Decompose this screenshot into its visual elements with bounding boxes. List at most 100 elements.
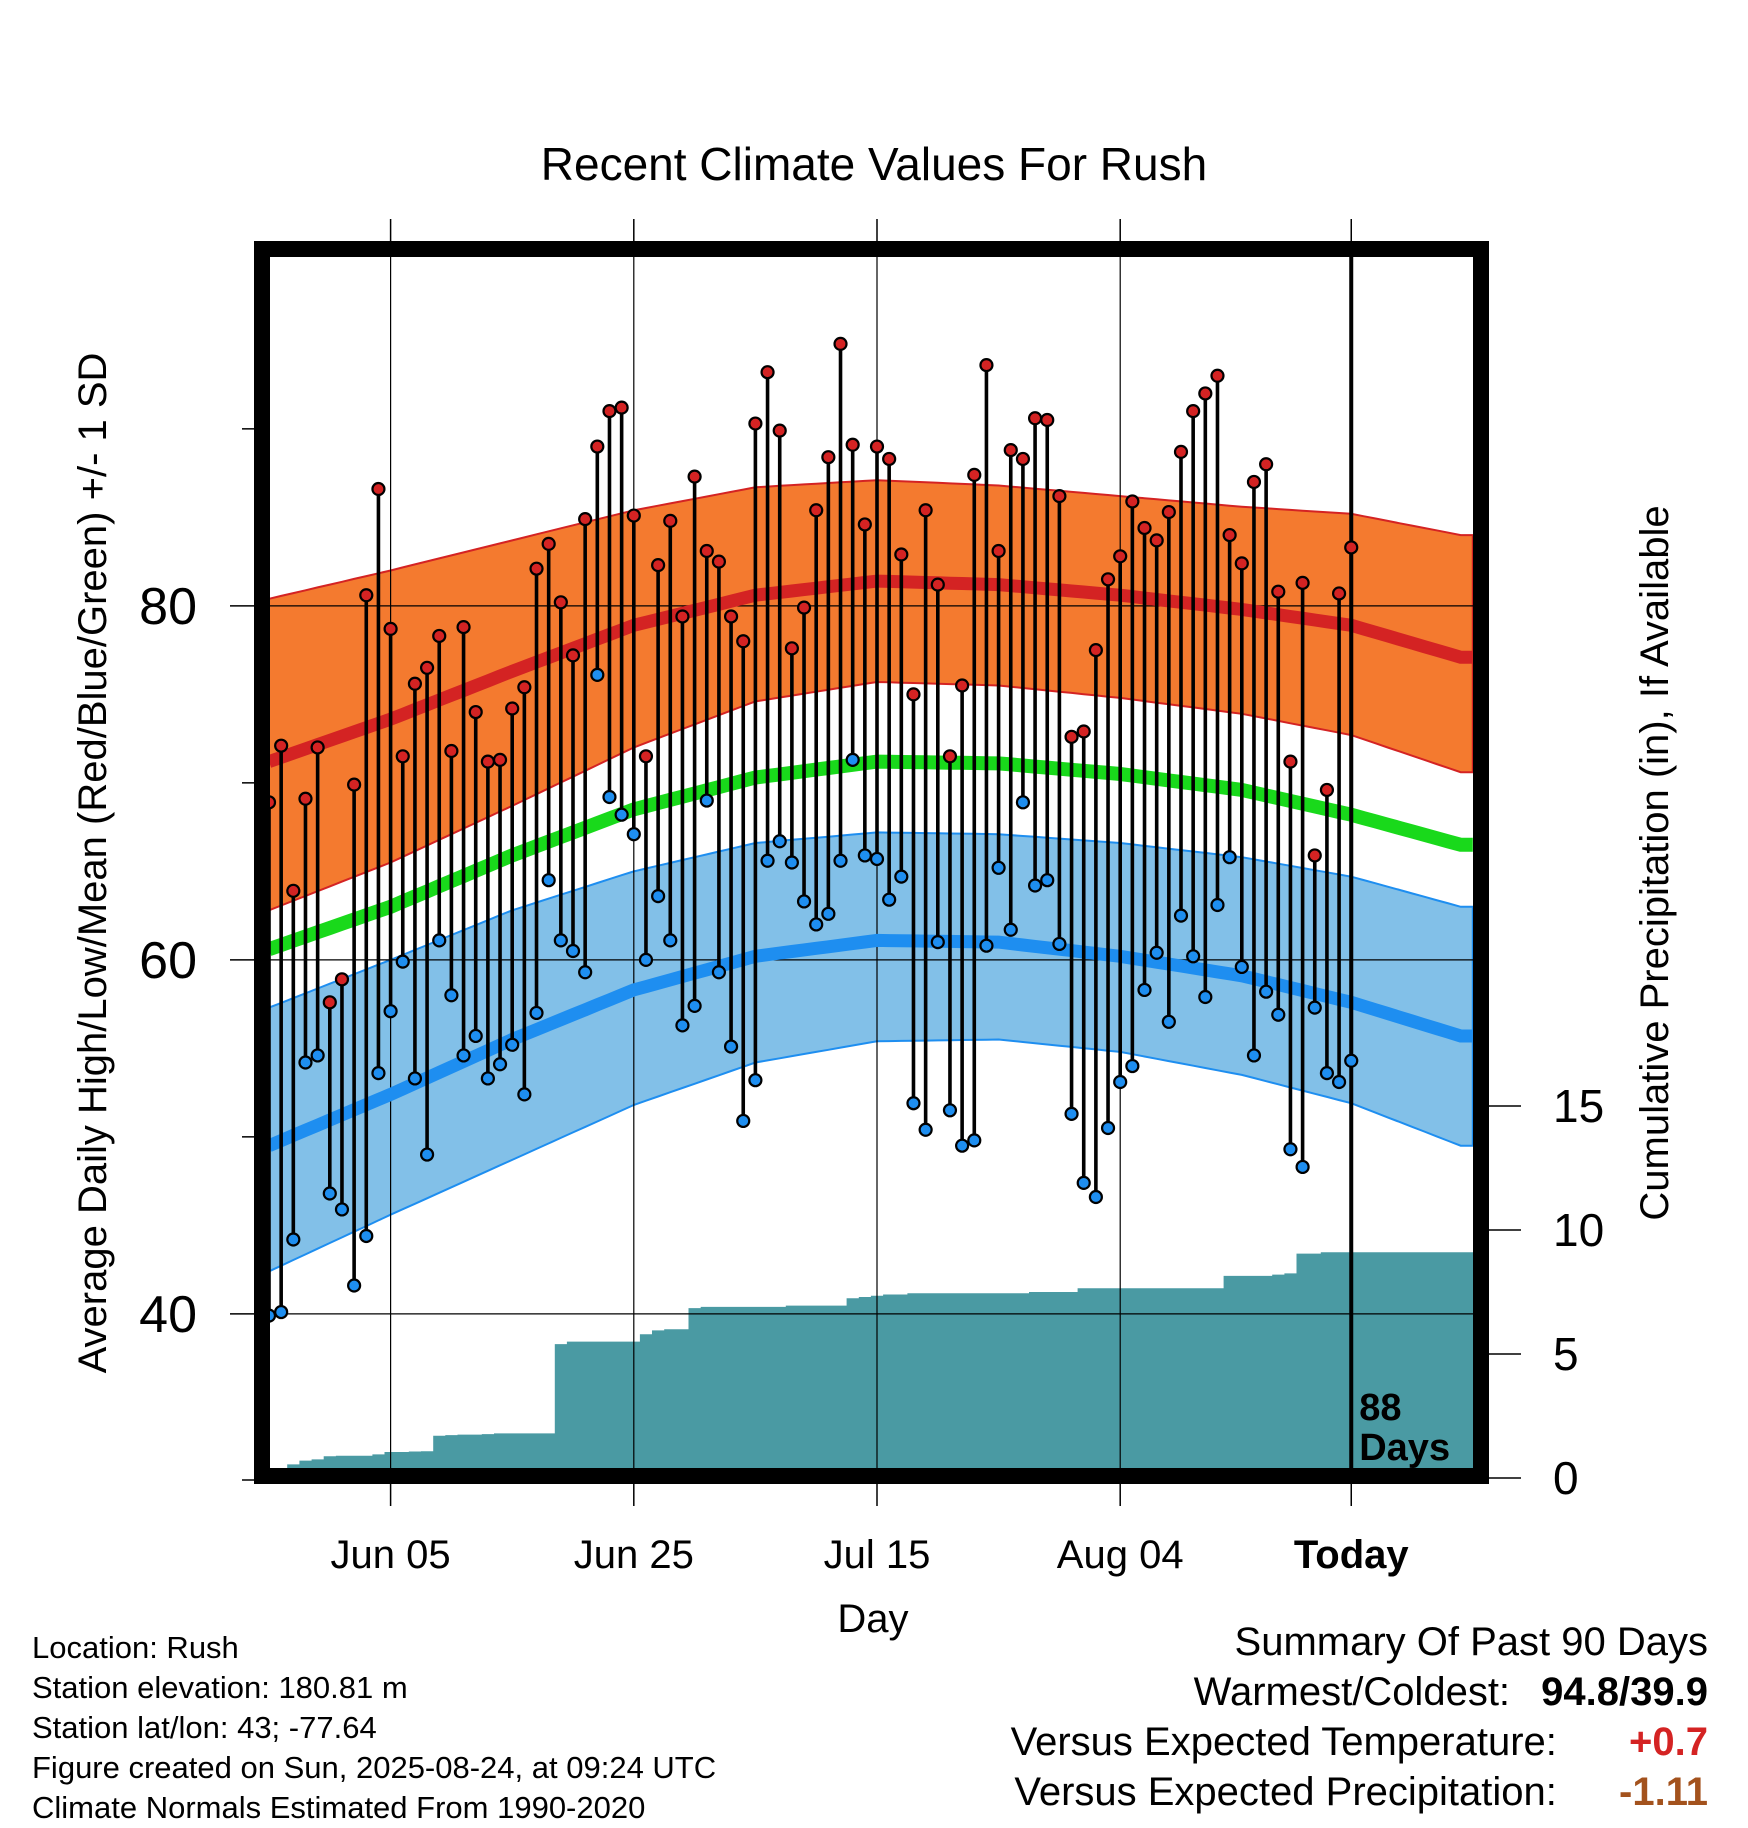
high-temp-point — [626, 508, 641, 523]
warm-cold-label: Warmest/Coldest: — [1193, 1670, 1511, 1714]
low-temp-point — [772, 834, 787, 849]
low-temp-point — [1283, 1142, 1298, 1157]
low-temp-point — [979, 938, 994, 953]
high-temp-point — [723, 609, 739, 624]
low-temp-point — [602, 789, 617, 805]
precip-label: Versus Expected Precipitation: — [1014, 1770, 1557, 1814]
high-temp-point — [979, 358, 994, 373]
low-temp-point — [468, 1028, 483, 1044]
high-temp-point — [687, 469, 702, 484]
high-temp-point — [1015, 451, 1031, 467]
low-temp-point — [541, 873, 556, 888]
low-temp-point — [1015, 795, 1031, 810]
low-temp-point — [1234, 959, 1249, 975]
summary-title: Summary Of Past 90 Days — [1234, 1620, 1708, 1664]
low-temp-point — [918, 1122, 933, 1137]
high-temp-point — [371, 481, 386, 497]
high-temp-point — [796, 600, 812, 615]
low-temp-point — [991, 860, 1006, 875]
low-temp-point — [1344, 1053, 1359, 1068]
high-temp-point — [347, 777, 362, 792]
x-tick-label: Jun 05 — [331, 1533, 451, 1577]
high-temp-point — [419, 660, 435, 675]
high-temp-point — [857, 517, 872, 532]
y-tick-label: 80 — [139, 578, 197, 636]
today-days-label: Days — [1359, 1427, 1450, 1469]
low-temp-point — [736, 1113, 751, 1129]
low-temp-point — [359, 1228, 374, 1244]
low-temp-point — [334, 1202, 350, 1217]
low-temp-point — [930, 935, 945, 950]
low-temp-point — [638, 952, 654, 967]
latlon-text: Station lat/lon: 43; -77.64 — [32, 1710, 377, 1745]
low-temp-point — [456, 1048, 471, 1063]
low-temp-point — [1246, 1048, 1262, 1063]
low-temp-point — [1088, 1189, 1103, 1205]
temp-row: Versus Expected Temperature: +0.7 — [1011, 1717, 1708, 1767]
low-temp-point — [1076, 1175, 1091, 1190]
low-temp-point — [882, 892, 897, 907]
low-temp-point — [723, 1039, 739, 1054]
y-tick-label: 40 — [139, 1286, 197, 1344]
high-temp-point — [918, 503, 933, 518]
low-temp-point — [942, 1103, 958, 1118]
high-temp-point — [1259, 457, 1274, 472]
low-temp-point — [1173, 908, 1189, 923]
high-temp-point — [444, 743, 459, 759]
low-temp-point — [894, 869, 909, 884]
low-temp-point — [407, 1071, 423, 1086]
low-temp-point — [565, 943, 581, 959]
high-temp-point — [1149, 533, 1164, 548]
low-temp-point — [517, 1087, 532, 1102]
station-info: Location: Rush Station elevation: 180.81… — [32, 1628, 716, 1828]
high-temp-point — [1198, 386, 1213, 401]
high-temp-point — [1271, 584, 1286, 599]
y-axis-label: Average Daily High/Low/Mean (Red/Blue/Gr… — [71, 353, 115, 1374]
low-temp-point — [1222, 850, 1237, 865]
low-temp-point — [480, 1071, 495, 1086]
low-sd-band — [268, 831, 1474, 1273]
low-temp-point — [590, 667, 605, 682]
high-temp-point — [1307, 848, 1322, 863]
low-temp-point — [1113, 1074, 1128, 1090]
high-temp-point — [930, 577, 945, 592]
high-temp-point — [821, 450, 836, 465]
low-temp-point — [955, 1138, 970, 1153]
high-temp-point — [1040, 412, 1055, 428]
created-text: Figure created on Sun, 2025-08-24, at 09… — [32, 1750, 717, 1785]
low-temp-point — [687, 998, 702, 1013]
low-temp-point — [1161, 1014, 1176, 1029]
high-temp-point — [614, 400, 629, 415]
y2-tick-label: 15 — [1553, 1080, 1604, 1132]
low-temp-point — [651, 889, 666, 904]
high-temp-point — [310, 740, 325, 755]
low-temp-point — [419, 1147, 435, 1162]
y2-tick-label: 0 — [1553, 1452, 1579, 1504]
x-tick-label: Jul 15 — [824, 1533, 931, 1577]
high-temp-point — [383, 621, 398, 636]
axes: Jun 05 Jun 25 Jul 15 Aug 04 Today 40 60 80 0 5 10 1… — [139, 219, 1604, 1577]
high-temp-point — [529, 561, 544, 576]
high-temp-point — [1161, 504, 1176, 520]
low-temp-point — [967, 1133, 982, 1148]
high-temp-point — [505, 701, 520, 716]
normals-text: Climate Normals Estimated From 1990-2020 — [32, 1790, 646, 1825]
high-temp-point — [553, 595, 568, 610]
low-temp-point — [1149, 945, 1164, 960]
high-temp-point — [845, 437, 860, 452]
high-temp-point — [1344, 540, 1359, 555]
chart-title: Recent Climate Values For Rush — [541, 138, 1207, 190]
high-temp-point — [541, 536, 556, 552]
high-temp-point — [1234, 556, 1249, 571]
low-temp-point — [298, 1055, 313, 1070]
low-temp-point — [809, 917, 824, 932]
low-temp-point — [784, 855, 799, 870]
high-temp-point — [590, 439, 605, 454]
high-temp-point — [492, 752, 508, 767]
temp-label: Versus Expected Temperature: — [1010, 1720, 1557, 1764]
low-temp-point — [1295, 1159, 1310, 1175]
low-temp-point — [286, 1232, 301, 1247]
low-temp-point — [869, 851, 885, 867]
high-temp-point — [468, 704, 483, 720]
high-temp-point — [1283, 754, 1298, 769]
